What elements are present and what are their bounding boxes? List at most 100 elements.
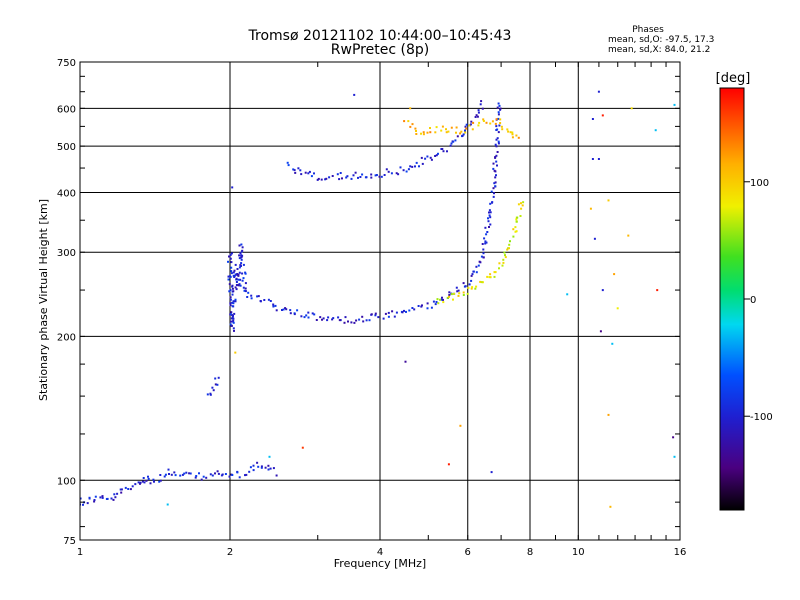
- trace-point: [490, 190, 493, 193]
- trace-point: [86, 502, 89, 505]
- trace-point: [471, 273, 474, 276]
- trace-point: [495, 145, 498, 148]
- trace-point: [399, 166, 402, 169]
- trace-point: [238, 254, 241, 257]
- trace-point: [350, 177, 353, 180]
- trace-point: [149, 482, 152, 485]
- trace-point: [94, 495, 97, 498]
- trace-point: [216, 470, 219, 473]
- trace-point: [248, 470, 251, 473]
- x-tick-label: 2: [227, 547, 233, 558]
- trace-point: [497, 131, 500, 134]
- trace-point: [296, 309, 299, 312]
- trace-point: [368, 319, 371, 322]
- trace-point: [483, 237, 486, 240]
- trace-point: [232, 290, 235, 293]
- trace-point: [387, 315, 390, 318]
- trace-point: [420, 132, 422, 135]
- trace-point: [496, 106, 499, 109]
- trace-point: [407, 120, 410, 123]
- trace-point: [229, 257, 232, 260]
- trace-point: [482, 120, 485, 122]
- trace-point: [499, 107, 502, 110]
- trace-point: [387, 170, 390, 173]
- trace-point: [324, 178, 327, 181]
- trace-point: [235, 288, 238, 291]
- trace-point: [264, 466, 267, 469]
- trace-point: [241, 254, 244, 257]
- trace-point: [170, 473, 173, 476]
- trace-point: [289, 309, 292, 312]
- trace-point: [448, 291, 451, 294]
- trace-point: [520, 207, 523, 210]
- trace-point: [500, 125, 503, 128]
- trace-point: [244, 474, 246, 477]
- trace-point: [99, 496, 102, 499]
- trace-point: [230, 252, 233, 255]
- trace-point: [250, 297, 253, 300]
- trace-point: [474, 287, 477, 290]
- trace-point: [429, 127, 431, 129]
- trace-point: [229, 253, 232, 256]
- trace-point: [93, 499, 96, 501]
- trace-point: [498, 104, 501, 107]
- trace-point: [514, 226, 517, 229]
- trace-point: [232, 302, 235, 305]
- trace-point: [232, 317, 235, 320]
- trace-point: [229, 298, 232, 301]
- trace-point: [470, 279, 473, 282]
- trace-point: [286, 161, 289, 164]
- trace-point: [442, 150, 445, 153]
- trace-point: [435, 154, 438, 157]
- trace-point: [241, 246, 244, 249]
- colorbar-tick-label: 0: [750, 295, 756, 306]
- trace-point: [408, 309, 411, 312]
- trace-point: [246, 296, 249, 298]
- trace-point: [230, 324, 233, 327]
- trace-point: [420, 156, 423, 159]
- trace-point: [411, 165, 414, 168]
- scatter-point: [490, 471, 493, 474]
- trace-point: [448, 295, 450, 298]
- trace-point: [328, 176, 331, 179]
- trace-point: [496, 164, 498, 167]
- x-axis-label: Frequency [MHz]: [334, 557, 426, 570]
- trace-point: [457, 289, 460, 292]
- trace-point: [365, 319, 368, 322]
- trace-point: [232, 327, 235, 330]
- trace-point: [239, 278, 242, 281]
- trace-point: [325, 177, 328, 180]
- trace-point: [395, 172, 398, 175]
- trace-point: [407, 168, 410, 171]
- trace-point: [229, 323, 232, 326]
- trace-point: [124, 486, 127, 489]
- trace-point: [153, 480, 155, 483]
- trace-point: [116, 492, 119, 495]
- trace-point: [441, 296, 443, 299]
- trace-point: [198, 472, 200, 475]
- trace-point: [297, 167, 300, 170]
- trace-point: [462, 133, 465, 136]
- trace-point: [497, 102, 500, 105]
- trace-point: [353, 321, 356, 324]
- trace-point: [445, 131, 448, 134]
- trace-point: [238, 266, 241, 269]
- trace-point: [237, 284, 240, 287]
- trace-point: [409, 125, 412, 128]
- trace-point: [390, 172, 393, 175]
- trace-point: [491, 120, 494, 123]
- scatter-point: [301, 446, 304, 449]
- y-tick-label: 300: [57, 248, 76, 259]
- trace-point: [468, 124, 471, 127]
- trace-point: [493, 271, 496, 274]
- trace-point: [240, 258, 243, 261]
- trace-point: [344, 316, 347, 319]
- trace-point: [508, 243, 511, 246]
- trace-point: [472, 121, 475, 124]
- trace-point: [194, 476, 197, 479]
- trace-point: [509, 240, 511, 243]
- trace-point: [464, 129, 466, 132]
- trace-point: [227, 275, 230, 278]
- trace-point: [374, 312, 377, 315]
- trace-point: [80, 497, 82, 500]
